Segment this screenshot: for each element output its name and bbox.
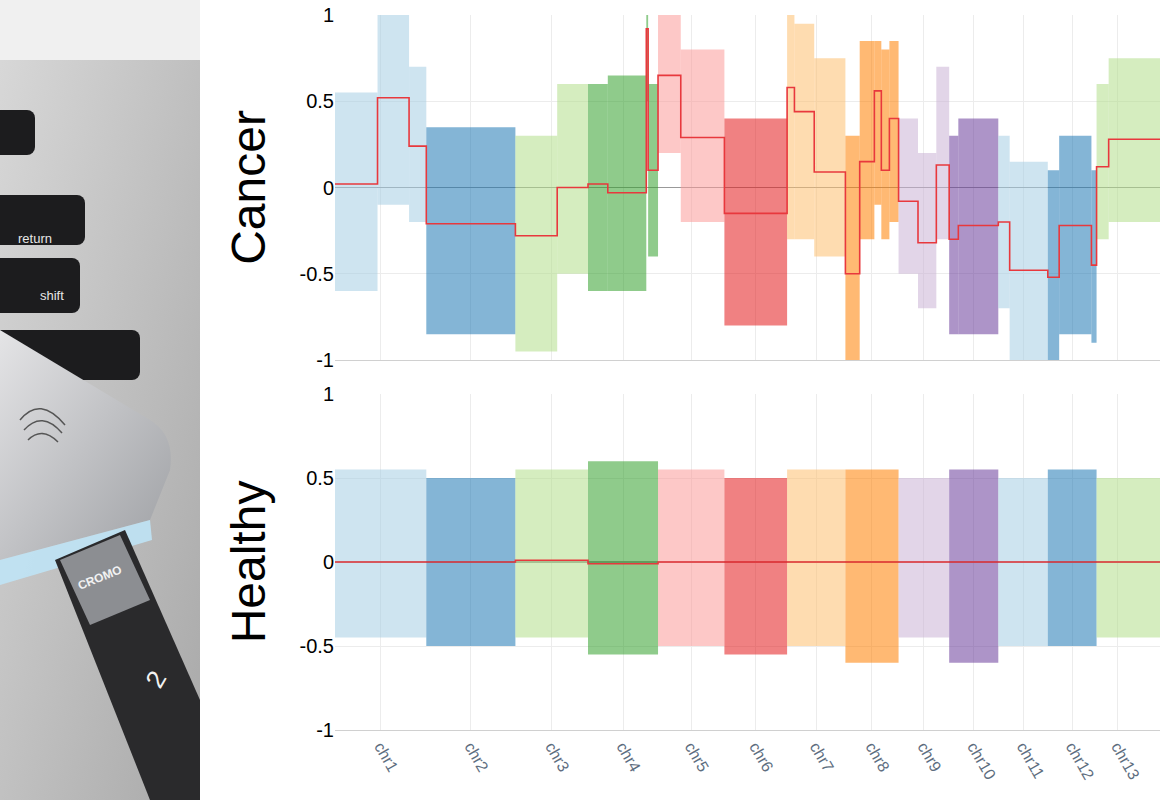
svg-text:chr4: chr4 — [613, 739, 643, 775]
svg-text:0.5: 0.5 — [306, 467, 334, 489]
svg-text:chr8: chr8 — [862, 739, 892, 775]
svg-text:-0.5: -0.5 — [300, 635, 334, 657]
svg-text:chr5: chr5 — [682, 739, 712, 775]
svg-text:0.5: 0.5 — [306, 90, 334, 112]
svg-text:chr9: chr9 — [914, 739, 944, 775]
svg-text:chr3: chr3 — [542, 739, 572, 775]
svg-text:0: 0 — [323, 177, 334, 199]
svg-text:chr10: chr10 — [964, 739, 999, 782]
svg-text:1: 1 — [323, 4, 334, 26]
svg-text:1: 1 — [323, 383, 334, 405]
svg-text:chr2: chr2 — [461, 739, 491, 775]
svg-text:-0.5: -0.5 — [300, 263, 334, 285]
svg-text:-1: -1 — [316, 349, 334, 371]
svg-text:chr7: chr7 — [807, 739, 837, 775]
svg-text:CROMO: CROMO — [76, 563, 124, 593]
svg-text:chr12: chr12 — [1063, 739, 1098, 782]
svg-text:Cancer: Cancer — [222, 110, 275, 265]
svg-text:2: 2 — [139, 665, 172, 693]
svg-text:chr1: chr1 — [371, 739, 401, 775]
svg-text:Healthy: Healthy — [222, 481, 275, 644]
svg-text:chr6: chr6 — [746, 739, 776, 775]
svg-text:0: 0 — [323, 551, 334, 573]
svg-text:chr13: chr13 — [1108, 739, 1143, 782]
svg-text:chr11: chr11 — [1014, 739, 1048, 781]
svg-text:-1: -1 — [316, 719, 334, 741]
svg-text:return: return — [18, 231, 52, 246]
svg-text:shift: shift — [40, 288, 64, 303]
